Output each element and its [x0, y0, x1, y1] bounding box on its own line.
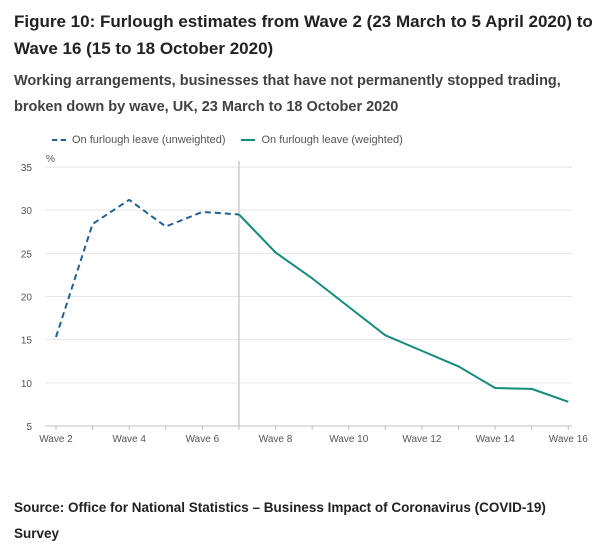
x-tick-label: Wave 10: [329, 434, 369, 445]
source-note: Source: Office for National Statistics –…: [14, 500, 546, 541]
legend-label-weighted: On furlough leave (weighted): [261, 134, 403, 146]
x-tick-label: Wave 16: [549, 434, 589, 445]
solid-line-swatch-icon: [241, 139, 256, 141]
x-tick-label: Wave 8: [259, 434, 293, 445]
y-tick-label: 20: [21, 293, 33, 304]
line-chart: 5 10 15 20 25 30 35% Wave 2 Wave 4 Wave 6 Wave 8 Wa…: [21, 154, 589, 445]
figure-title: Figure 10: Furlough estimates from Wave …: [14, 12, 593, 58]
y-tick-label: 30: [21, 206, 33, 217]
series-line-weighted: [238, 213, 569, 403]
x-tick-label: Wave 2: [39, 434, 73, 445]
x-tick-label: Wave 6: [186, 434, 220, 445]
y-tick-label: 10: [21, 379, 33, 390]
legend-label-unweighted: On furlough leave (unweighted): [72, 134, 226, 146]
x-tick-label: Wave 4: [112, 434, 146, 445]
x-tick-label: Wave 14: [476, 434, 516, 445]
figure-subtitle: Working arrangements, businesses that ha…: [14, 73, 561, 115]
dashed-line-swatch-icon: [52, 139, 66, 141]
x-tick-label: Wave 12: [402, 434, 442, 445]
y-axis-label: %: [46, 154, 55, 165]
legend-item-weighted: On furlough leave (weighted): [241, 134, 403, 146]
legend-item-unweighted: On furlough leave (unweighted): [52, 134, 225, 146]
chart-legend: On furlough leave (unweighted) On furlou…: [52, 132, 419, 148]
y-tick-label: 25: [21, 249, 33, 260]
series-line-unweighted: [55, 198, 240, 338]
y-tick-label: 5: [26, 422, 32, 433]
y-tick-label: 15: [21, 336, 33, 347]
y-tick-label: 35: [21, 163, 33, 174]
